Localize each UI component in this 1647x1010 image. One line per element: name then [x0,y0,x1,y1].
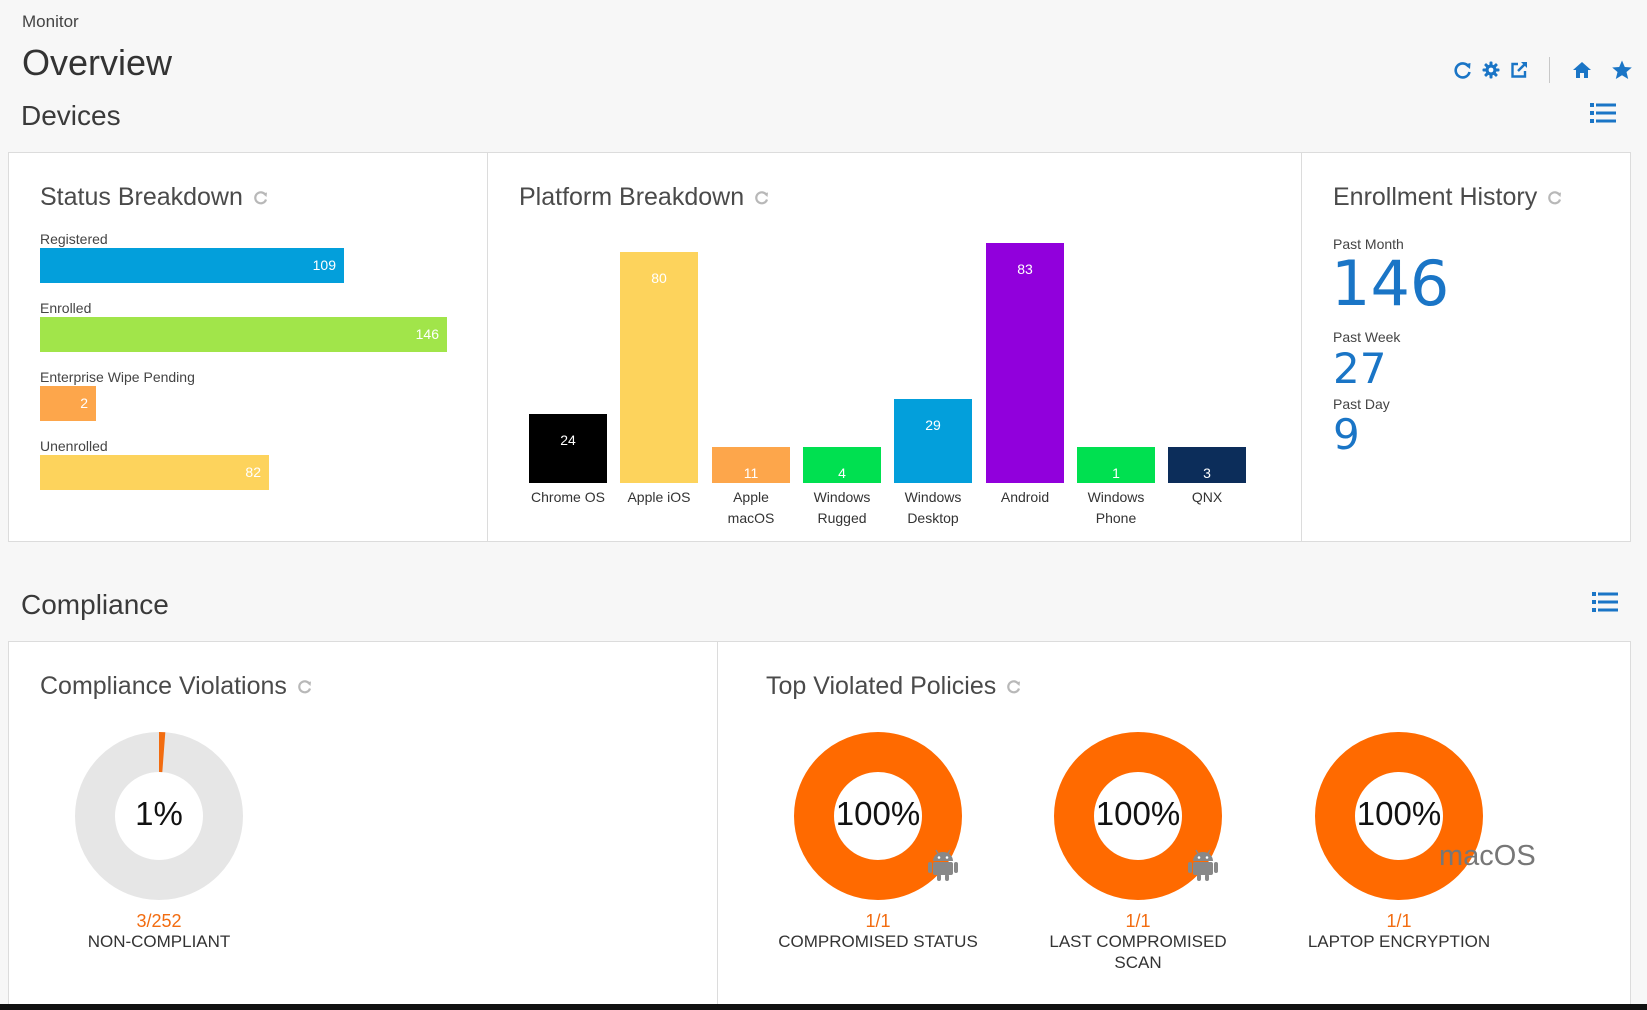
policy-fraction: 1/1 [865,911,891,931]
platform-bar-value: 4 [838,465,846,481]
toolbar-divider [1549,57,1550,83]
platform-breakdown-card: Platform Breakdown [519,183,770,213]
policy-caption: COMPROMISED STATUS [778,932,978,951]
platform-bar[interactable]: 1 [1077,447,1155,483]
platform-bar-label: Apple iOS [627,489,691,505]
status-label: Registered [40,231,108,247]
platform-bar-value: 29 [925,417,941,433]
toolbar [1451,54,1634,86]
policy-donut-last-compromised-scan[interactable]: 100% [1052,730,1224,902]
home-icon[interactable] [1570,58,1594,82]
status-label: Enrolled [40,300,92,316]
platform-bar[interactable]: 24 [529,414,607,483]
platform-bar[interactable]: 29 [894,399,972,483]
platform-bar-value: 1 [1112,465,1120,481]
platform-bar[interactable]: 3 [1168,447,1246,483]
status-bar-value: 2 [80,395,88,411]
divider [487,153,488,541]
enrollment-history-title: Enrollment History [1333,183,1538,211]
refresh-icon[interactable] [253,184,269,213]
star-icon[interactable] [1610,58,1634,82]
android-icon [1187,848,1219,887]
divider [1301,153,1302,541]
platform-bar-label: Android [1000,489,1050,505]
past-month-label: Past Month [1333,236,1404,252]
refresh-icon[interactable] [754,184,770,213]
past-month-value: 146 [1331,247,1450,320]
status-breakdown-card: Status Breakdown [40,183,269,213]
platform-bar-value: 11 [743,465,759,481]
status-bar[interactable]: 2 [40,386,96,421]
macos-label: macOS [1439,840,1536,872]
status-bar[interactable]: 82 [40,455,269,490]
platform-bar-label: Windows Desktop [904,489,962,526]
policy-percent: 100% [1356,795,1442,832]
status-label: Unenrolled [40,438,108,454]
refresh-icon[interactable] [297,673,313,702]
status-bar[interactable]: 146 [40,317,447,352]
platform-bar[interactable]: 80 [620,252,698,483]
gear-icon[interactable] [1479,58,1503,82]
policy-percent: 100% [1095,795,1181,832]
refresh-icon[interactable] [1451,58,1475,82]
policy-donut-compromised-status[interactable]: 100% [792,730,964,902]
platform-bar-value: 3 [1203,465,1211,481]
page-title: Overview [22,42,173,83]
violation-fraction: 3/252 [136,911,182,931]
status-breakdown-title: Status Breakdown [40,183,243,211]
devices-section-title: Devices [21,100,121,131]
policy-caption: LAST COMPROMISED SCAN [1049,932,1227,972]
refresh-icon[interactable] [1547,184,1563,213]
non-compliant-donut [75,732,243,900]
donut-violation-arc [75,732,243,900]
top-violated-policies-title: Top Violated Policies [766,672,997,700]
past-day-label: Past Day [1333,396,1390,412]
platform-bar[interactable]: 11 [712,447,790,483]
platform-bar-value: 83 [1017,261,1033,277]
platform-bar-label: Chrome OS [531,489,605,505]
status-label: Enterprise Wipe Pending [40,369,195,385]
android-icon [927,848,959,887]
platform-bar[interactable]: 83 [986,243,1064,483]
violation-caption: NON-COMPLIANT [87,932,231,951]
platform-bar-value: 80 [651,270,667,286]
external-link-icon[interactable] [1507,58,1531,82]
breadcrumb[interactable]: Monitor [22,12,79,31]
platform-bar-label: Windows Phone [1087,489,1145,526]
list-icon[interactable] [1590,102,1616,129]
platform-bar-value: 24 [560,432,576,448]
compliance-violations-title: Compliance Violations [40,672,287,700]
platform-bar-label: Windows Rugged [813,489,871,526]
status-bar-value: 109 [312,257,336,273]
violation-percent: 1% [135,795,183,832]
platform-breakdown-title: Platform Breakdown [519,183,745,211]
platform-bar[interactable]: 4 [803,447,881,483]
policy-caption: LAPTOP ENCRYPTION [1307,932,1491,951]
refresh-icon[interactable] [1006,673,1022,702]
past-day-value: 9 [1333,410,1360,459]
devices-panel: Status Breakdown Registered 109 Enrolled 14… [8,152,1631,542]
enrollment-history-card: Enrollment History [1333,183,1563,213]
past-week-value: 27 [1333,344,1387,393]
platform-bar-label: QNX [1191,489,1223,505]
divider [717,642,718,1010]
policy-fraction: 1/1 [1125,911,1151,931]
policy-donut-laptop-encryption[interactable]: 100% macOS [1313,730,1536,902]
list-icon[interactable] [1592,591,1618,618]
status-bar-value: 146 [415,326,439,342]
bottom-border [0,1004,1647,1010]
compliance-panel: Compliance Violations 1% 3/252 NON-COMPL… [8,641,1631,1010]
status-bar-value: 82 [245,464,261,480]
platform-bar-label: Apple macOS [727,489,775,526]
policy-percent: 100% [835,795,921,832]
top-violated-policies-card: Top Violated Policies [766,672,1022,702]
policy-fraction: 1/1 [1386,911,1412,931]
compliance-section-title: Compliance [21,589,169,620]
compliance-violations-card: Compliance Violations [40,672,313,702]
status-bar[interactable]: 109 [40,248,344,283]
past-week-label: Past Week [1333,329,1401,345]
